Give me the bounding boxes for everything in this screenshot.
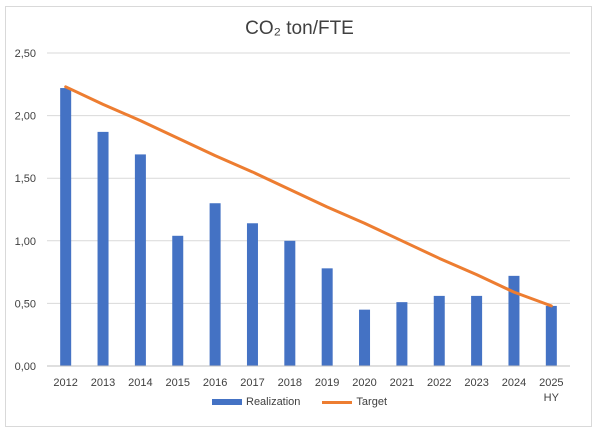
x-tick-label: 2015: [166, 377, 190, 389]
target-line: [64, 85, 553, 308]
bar: [545, 305, 557, 366]
x-tick-label: 2012: [53, 377, 77, 389]
y-tick-label: 1,50: [15, 173, 36, 185]
x-tick-label: 2022: [427, 377, 451, 389]
bar: [471, 295, 483, 366]
grid-lines: [47, 52, 570, 367]
bar: [433, 295, 445, 366]
bar: [134, 154, 146, 366]
bar: [246, 223, 258, 366]
x-tick-label: 2023: [464, 377, 488, 389]
y-tick-label: 1,00: [15, 236, 36, 248]
y-tick-label: 2,50: [15, 48, 36, 60]
x-axis: 2012 2013 2014 2015 2016 2017 2018 2019 2020 2021…: [47, 365, 570, 404]
bar: [209, 203, 221, 366]
chart-title: CO₂ ton/FTE: [245, 18, 354, 39]
bar: [60, 88, 72, 366]
x-tick-label: 2025: [539, 377, 563, 389]
legend-label-target: Target: [356, 396, 387, 408]
x-tick-label: 2016: [203, 377, 227, 389]
x-tick-label: 2021: [390, 377, 414, 389]
bar: [359, 309, 371, 366]
y-axis: 0,00 0,50 1,00 1,50 2,00 2,50: [15, 48, 36, 373]
bar: [321, 268, 333, 366]
bar: [396, 302, 408, 366]
x-tick-label: 2017: [240, 377, 264, 389]
bar: [284, 240, 296, 366]
bar: [172, 235, 184, 366]
legend-item-realization: Realization: [212, 396, 300, 408]
bar: [97, 131, 109, 366]
x-tick-label: 2024: [502, 377, 526, 389]
y-tick-label: 2,00: [15, 111, 36, 123]
legend-item-target: Target: [322, 396, 387, 408]
y-tick-label: 0,00: [15, 361, 36, 373]
x-tick-label: 2020: [352, 377, 376, 389]
legend: Realization Target: [0, 396, 599, 408]
line-series: [64, 85, 553, 308]
legend-label-realization: Realization: [246, 396, 301, 408]
x-tick-label: 2019: [315, 377, 339, 389]
y-tick-label: 0,50: [15, 298, 36, 310]
legend-swatch-realization: [212, 399, 242, 405]
x-tick-label: 2013: [91, 377, 115, 389]
bar-series: [60, 88, 557, 366]
x-tick-sublabel: HY: [544, 392, 560, 404]
x-tick-label: 2014: [128, 377, 152, 389]
x-tick-label: 2018: [278, 377, 302, 389]
bar: [508, 275, 520, 366]
legend-swatch-target: [322, 400, 353, 404]
